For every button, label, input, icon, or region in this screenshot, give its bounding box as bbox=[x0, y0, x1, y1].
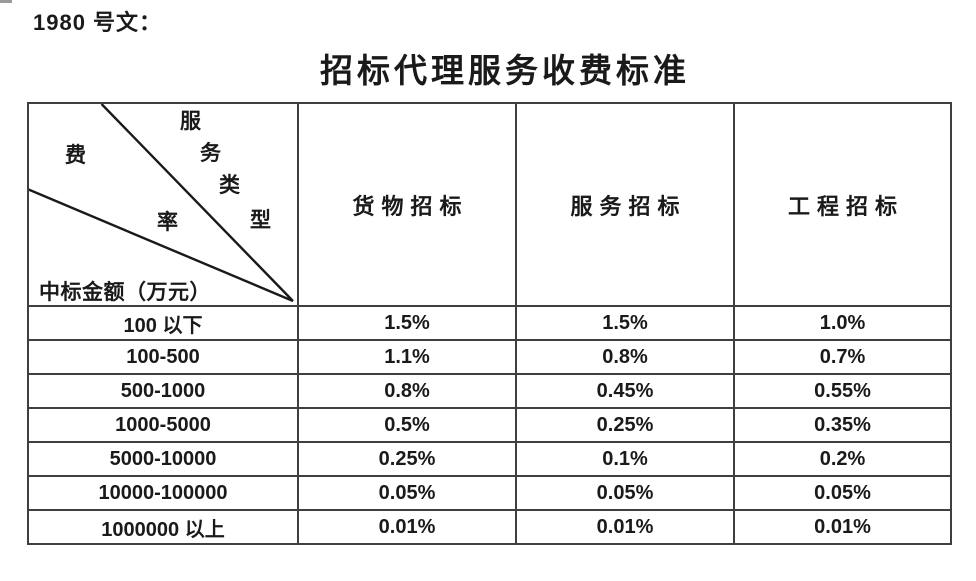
fee-value: 0.25% bbox=[515, 407, 735, 443]
row-label: 1000-5000 bbox=[27, 407, 299, 443]
scan-edge-artifact bbox=[0, 0, 12, 3]
diagonal-header-cell: 服 务 类 型 费 率 中标金额（万元） bbox=[27, 102, 299, 307]
fee-value: 0.2% bbox=[733, 441, 952, 477]
fee-value: 0.05% bbox=[297, 475, 517, 511]
corner-service-type-char-4: 型 bbox=[250, 208, 271, 232]
corner-service-type-char-2: 务 bbox=[200, 141, 221, 165]
row-label: 500-1000 bbox=[27, 373, 299, 409]
fee-value: 1.0% bbox=[733, 305, 952, 341]
row-axis-label: 中标金额（万元） bbox=[39, 280, 211, 304]
fee-value: 0.05% bbox=[733, 475, 952, 511]
table-row: 1000000 以上 0.01% 0.01% 0.01% bbox=[27, 509, 952, 545]
fee-value: 0.7% bbox=[733, 339, 952, 375]
fee-value: 0.01% bbox=[297, 509, 517, 545]
page-title: 招标代理服务收费标准 bbox=[320, 54, 690, 90]
column-header-engineering-bidding: 工程招标 bbox=[733, 102, 952, 307]
doc-number: 1980 号文： bbox=[33, 10, 163, 35]
table-row: 1000-5000 0.5% 0.25% 0.35% bbox=[27, 407, 952, 443]
row-label: 1000000 以上 bbox=[27, 509, 299, 545]
column-header-service-bidding: 服务招标 bbox=[515, 102, 735, 307]
fee-standard-table: 服 务 类 型 费 率 中标金额（万元） 货物招标 服务招标 工程招标 100 … bbox=[27, 102, 952, 545]
corner-fee-rate-char-1: 费 bbox=[65, 143, 86, 167]
fee-value: 0.01% bbox=[733, 509, 952, 545]
corner-fee-rate-char-2: 率 bbox=[157, 210, 178, 234]
table-row: 10000-100000 0.05% 0.05% 0.05% bbox=[27, 475, 952, 511]
fee-value: 0.35% bbox=[733, 407, 952, 443]
column-header-goods-bidding: 货物招标 bbox=[297, 102, 517, 307]
fee-value: 0.1% bbox=[515, 441, 735, 477]
fee-value: 0.25% bbox=[297, 441, 517, 477]
row-label: 5000-10000 bbox=[27, 441, 299, 477]
row-label: 10000-100000 bbox=[27, 475, 299, 511]
corner-service-type-char-1: 服 bbox=[180, 109, 201, 133]
table-row: 500-1000 0.8% 0.45% 0.55% bbox=[27, 373, 952, 409]
table-row: 100-500 1.1% 0.8% 0.7% bbox=[27, 339, 952, 375]
fee-value: 1.5% bbox=[515, 305, 735, 341]
fee-value: 1.5% bbox=[297, 305, 517, 341]
diagonal-split-lines bbox=[30, 105, 294, 303]
table-row: 100 以下 1.5% 1.5% 1.0% bbox=[27, 305, 952, 341]
fee-value: 0.5% bbox=[297, 407, 517, 443]
table-header-row: 服 务 类 型 费 率 中标金额（万元） 货物招标 服务招标 工程招标 bbox=[27, 102, 952, 307]
fee-value: 1.1% bbox=[297, 339, 517, 375]
row-label: 100 以下 bbox=[27, 305, 299, 341]
table-row: 5000-10000 0.25% 0.1% 0.2% bbox=[27, 441, 952, 477]
fee-value: 0.8% bbox=[297, 373, 517, 409]
fee-value: 0.45% bbox=[515, 373, 735, 409]
fee-value: 0.01% bbox=[515, 509, 735, 545]
fee-value: 0.8% bbox=[515, 339, 735, 375]
row-label: 100-500 bbox=[27, 339, 299, 375]
fee-value: 0.55% bbox=[733, 373, 952, 409]
corner-service-type-char-3: 类 bbox=[219, 173, 240, 197]
fee-value: 0.05% bbox=[515, 475, 735, 511]
